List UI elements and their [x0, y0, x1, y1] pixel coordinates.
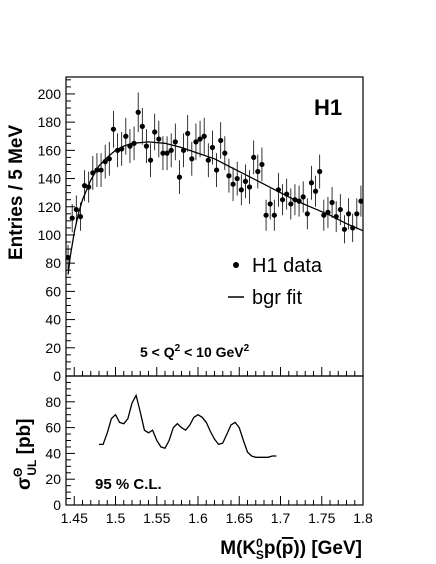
data-point: [312, 188, 319, 194]
x-tick-label: 1.75: [308, 510, 335, 526]
lower-y-tick-label: 80: [45, 394, 61, 410]
upper-y-tick-label: 0: [53, 368, 61, 384]
data-point: [168, 147, 174, 153]
data-point: [160, 150, 166, 156]
data-point: [354, 211, 360, 217]
upper-y-axis: 0 20 40 60 80 100 120 140 160 180 200: [38, 79, 75, 384]
data-point: [337, 206, 343, 213]
upper-y-tick-label: 60: [45, 283, 61, 299]
legend-label-fit: bgr fit: [252, 287, 302, 309]
data-point: [304, 211, 310, 217]
data-point: [300, 194, 306, 200]
data-point: [205, 157, 211, 163]
data-point: [209, 144, 216, 151]
x-tick-label: 1.8: [353, 510, 373, 526]
data-point: [218, 137, 224, 144]
data-point: [234, 175, 240, 182]
data-point: [238, 187, 244, 193]
data-point: [135, 109, 141, 115]
x-tick-label: 1.5: [106, 510, 126, 526]
upper-plot-frame: [65, 76, 364, 377]
data-point: [242, 178, 249, 184]
upper-panel: 0 20 40 60 80 100 120 140 160 180 200 Entries / 5 …: [6, 76, 364, 384]
x-tick-label: 1.7: [271, 510, 291, 526]
legend: H1 data bgr fit: [228, 255, 323, 309]
data-point: [279, 197, 286, 203]
data-point: [321, 212, 327, 218]
data-point: [329, 199, 335, 206]
data-point: [308, 180, 315, 186]
x-tick-label: 1.45: [61, 510, 88, 526]
data-point: [213, 167, 220, 173]
x-tick-label: 1.6: [188, 510, 208, 526]
data-point: [152, 129, 158, 135]
data-point: [110, 126, 117, 132]
upper-y-axis-title: Entries / 5 MeV: [6, 125, 27, 260]
data-point: [156, 136, 162, 142]
data-point: [69, 215, 75, 221]
data-point: [267, 201, 273, 207]
data-point: [255, 168, 261, 175]
data-point: [176, 174, 183, 180]
data-point: [185, 130, 191, 137]
upper-y-tick-label: 160: [38, 142, 62, 158]
upper-y-tick-label: 80: [45, 255, 61, 271]
data-point: [271, 212, 277, 218]
upper-y-tick-label: 40: [45, 312, 61, 328]
data-point: [317, 168, 323, 175]
bgr-fit-curve: [67, 141, 364, 275]
confidence-level-label: 95 % C.L.: [95, 476, 162, 493]
data-point: [197, 136, 203, 142]
data-point: [345, 211, 352, 217]
legend-marker-dot: [233, 262, 239, 268]
data-point: [263, 212, 269, 218]
data-point: [251, 154, 257, 160]
x-axis-title: M(K0 Sp(p)) [GeV]: [220, 536, 362, 562]
data-point: [226, 173, 232, 179]
data-point: [143, 143, 150, 149]
lower-y-tick-label: 60: [45, 420, 61, 436]
data-point: [193, 139, 199, 145]
upper-y-tick-label: 180: [38, 114, 62, 130]
lower-y-tick-label: 20: [45, 471, 61, 487]
lower-panel: 0 20 40 60 80 1.45 1.5 1.55 1.6 1.65 1.7 1.75 1.8 σ…: [11, 367, 373, 562]
data-point: [246, 184, 253, 190]
data-point: [222, 150, 228, 156]
data-point: [147, 157, 154, 163]
data-point: [201, 133, 207, 139]
upper-y-tick-label: 100: [38, 227, 62, 243]
data-point: [73, 206, 79, 213]
lower-y-tick-label: 40: [45, 445, 61, 461]
kinematic-range-label: 5 < Q2 < 10 GeV2: [140, 343, 250, 360]
data-point: [164, 150, 170, 156]
lower-y-axis-title: σΘUL [pb]: [11, 419, 39, 491]
data-point: [230, 181, 236, 187]
data-point: [341, 226, 348, 232]
lower-y-axis: 0 20 40 60 80: [45, 381, 75, 513]
data-point: [81, 182, 88, 189]
lower-y-tick-label: 0: [53, 497, 61, 513]
data-point: [139, 123, 145, 129]
data-point: [172, 139, 178, 145]
x-axis: 1.45 1.5 1.55 1.6 1.65 1.7 1.75 1.8: [61, 367, 373, 526]
data-point: [358, 198, 364, 204]
data-point: [288, 201, 294, 207]
upper-y-tick-label: 140: [38, 171, 62, 187]
upper-y-tick-label: 20: [45, 340, 61, 356]
upper-limit-curve: [99, 393, 277, 458]
x-tick-label: 1.55: [143, 510, 170, 526]
upper-y-tick-label: 200: [38, 86, 62, 102]
x-tick-label: 1.65: [226, 510, 253, 526]
data-point: [189, 156, 195, 162]
data-point: [123, 133, 129, 139]
data-point: [98, 167, 104, 173]
upper-y-tick-label: 120: [38, 199, 62, 215]
data-point: [77, 214, 84, 220]
legend-label-data: H1 data: [252, 255, 323, 277]
experiment-label: H1: [314, 95, 342, 120]
data-point: [259, 161, 265, 168]
